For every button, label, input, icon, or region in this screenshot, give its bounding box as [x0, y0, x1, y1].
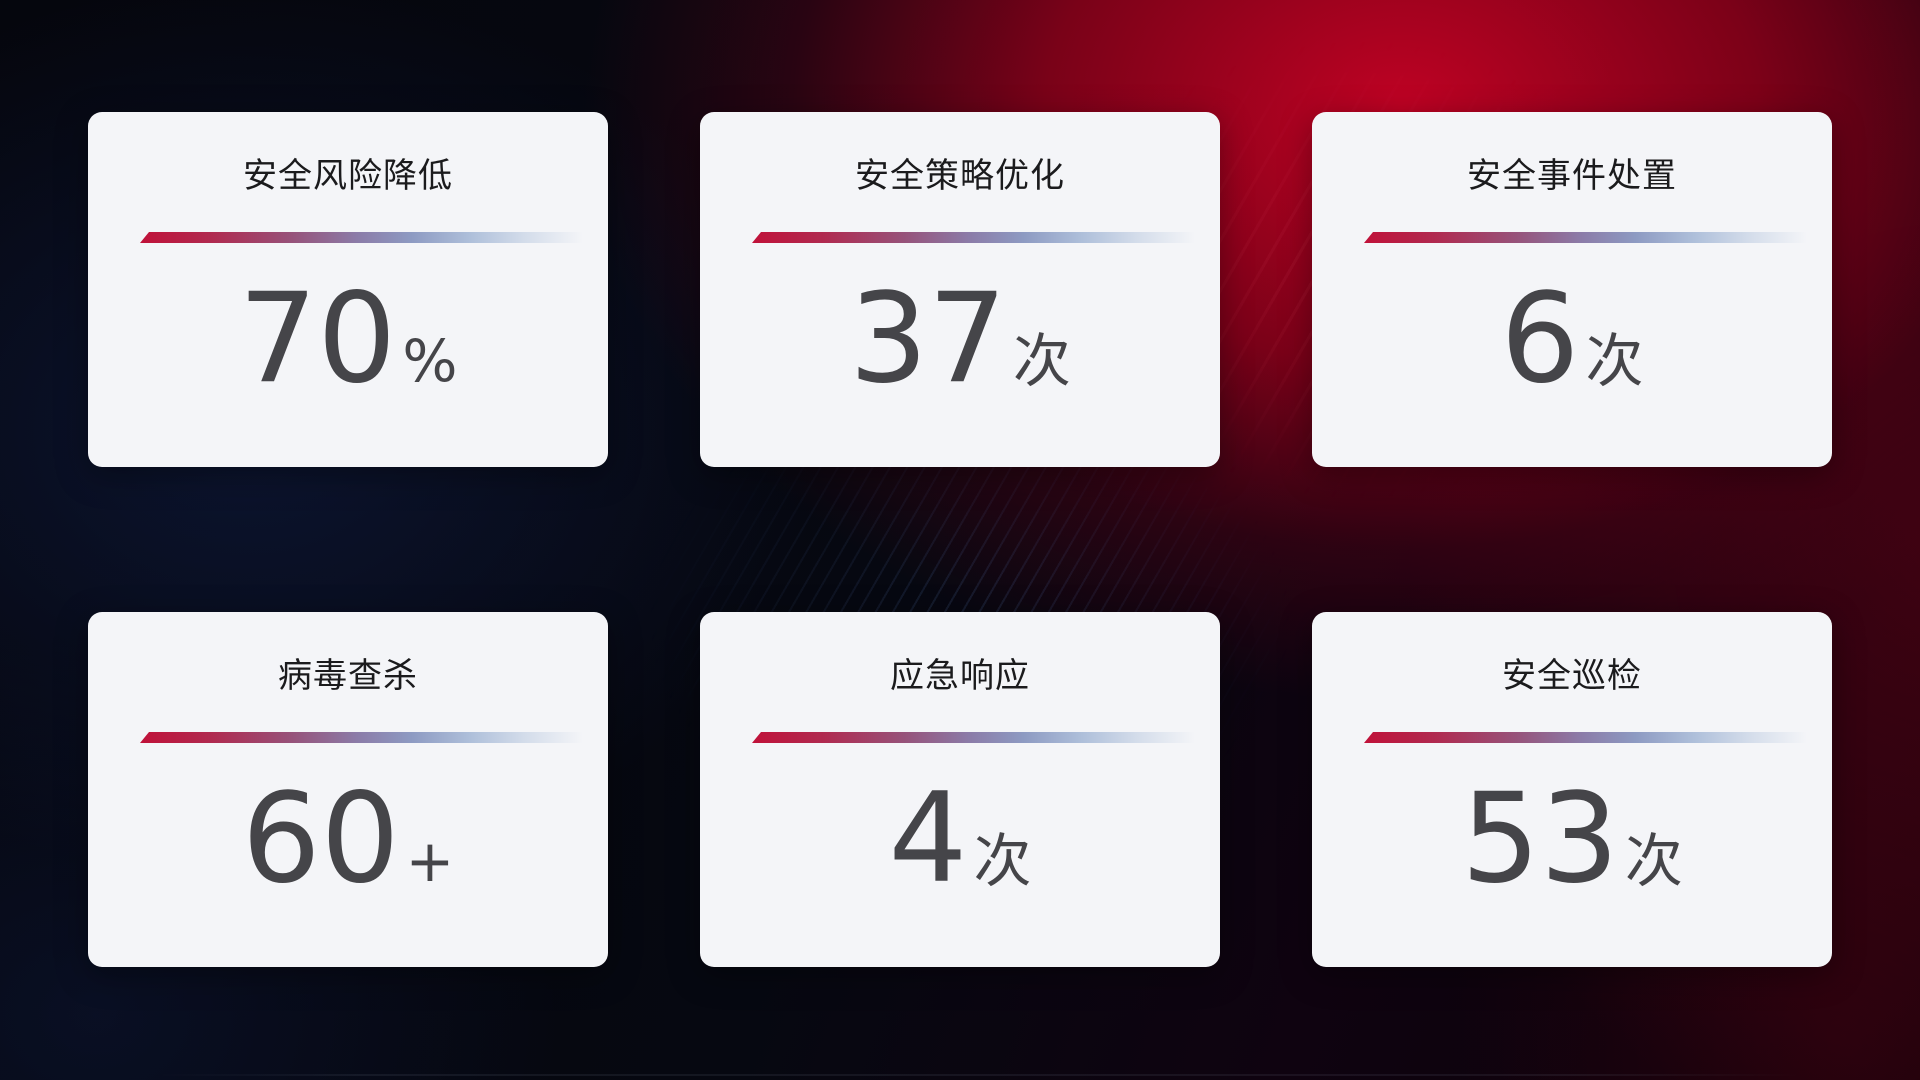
- divider-accent: [140, 232, 592, 243]
- card-title: 病毒查杀: [278, 656, 418, 696]
- stat-value-row: 4 次: [700, 777, 1220, 901]
- divider-accent: [140, 732, 592, 743]
- bottom-horizon-line: [160, 1074, 1800, 1076]
- stat-card-virus-scan: 病毒查杀 60 +: [88, 612, 608, 967]
- card-title: 安全事件处置: [1467, 156, 1677, 196]
- stat-unit: 次: [1012, 327, 1071, 395]
- stat-value: 53: [1461, 767, 1619, 911]
- stat-unit: %: [402, 327, 458, 395]
- stat-unit: 次: [1624, 827, 1683, 895]
- stat-unit: +: [405, 827, 455, 895]
- stat-value-row: 53 次: [1312, 777, 1832, 901]
- stat-value: 37: [849, 267, 1007, 411]
- stat-card-incident-handling: 安全事件处置 6 次: [1312, 112, 1832, 467]
- card-title: 安全巡检: [1502, 656, 1642, 696]
- stat-value: 6: [1500, 267, 1580, 411]
- stat-card-emergency-response: 应急响应 4 次: [700, 612, 1220, 967]
- stat-unit: 次: [973, 827, 1032, 895]
- stat-card-security-inspection: 安全巡检 53 次: [1312, 612, 1832, 967]
- stat-value: 60: [241, 767, 400, 911]
- divider-accent: [1364, 232, 1816, 243]
- stat-value-row: 6 次: [1312, 277, 1832, 401]
- stat-card-policy-optimization: 安全策略优化 37 次: [700, 112, 1220, 467]
- divider-accent: [752, 732, 1204, 743]
- stat-value: 4: [888, 767, 968, 911]
- divider-accent: [752, 232, 1204, 243]
- card-title: 安全策略优化: [855, 156, 1065, 196]
- stat-value-row: 37 次: [700, 277, 1220, 401]
- stat-value: 70: [238, 267, 397, 411]
- stat-value-row: 70 %: [88, 277, 608, 401]
- card-title: 安全风险降低: [243, 156, 453, 196]
- stat-value-row: 60 +: [88, 777, 608, 901]
- stat-unit: 次: [1585, 327, 1644, 395]
- divider-accent: [1364, 732, 1816, 743]
- stat-card-risk-reduction: 安全风险降低 70 %: [88, 112, 608, 467]
- card-title: 应急响应: [890, 656, 1030, 696]
